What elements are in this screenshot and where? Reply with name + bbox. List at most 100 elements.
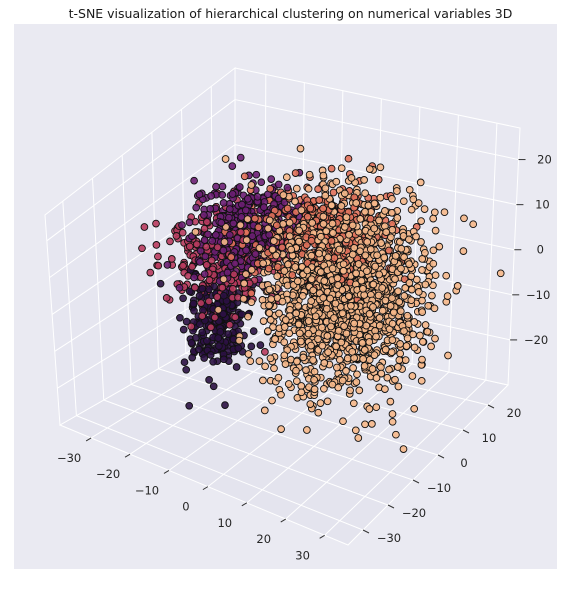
data-point-series-4 [365, 338, 374, 346]
data-point-series-3 [273, 263, 282, 271]
data-point-series-4 [352, 199, 361, 207]
data-point-series-1 [267, 175, 276, 183]
data-point-series-4 [395, 356, 404, 364]
data-point-series-0 [219, 310, 228, 318]
data-point-series-4 [421, 280, 430, 289]
data-point-series-1 [206, 204, 215, 213]
tick-mark [437, 454, 445, 459]
data-point-series-4 [309, 286, 318, 295]
data-point-series-1 [217, 218, 226, 227]
data-point-series-1 [228, 162, 237, 170]
data-point-series-2 [191, 283, 199, 292]
data-point-series-3 [264, 264, 273, 273]
data-point-series-4 [296, 144, 305, 153]
data-point-series-4 [269, 237, 278, 245]
data-point-series-4 [360, 176, 368, 184]
data-point-series-4 [279, 191, 288, 199]
data-point-series-0 [182, 365, 191, 374]
data-point-series-0 [200, 354, 209, 362]
data-point-series-4 [460, 214, 468, 223]
x-tick-label: −10 [135, 483, 159, 497]
data-point-series-2 [138, 244, 146, 253]
data-point-series-0 [206, 351, 215, 359]
z-tick-label: −10 [526, 288, 550, 302]
data-point-series-4 [382, 228, 391, 236]
data-point-series-4 [286, 305, 294, 314]
data-point-series-4 [309, 356, 317, 364]
tick-mark [319, 534, 325, 539]
data-point-series-4 [337, 164, 346, 173]
data-point-series-1 [218, 182, 227, 191]
data-point-series-2 [166, 237, 174, 246]
data-point-series-2 [197, 299, 205, 307]
data-point-series-1 [236, 153, 245, 162]
data-point-series-4 [268, 396, 276, 405]
data-point-series-3 [251, 214, 259, 223]
x-tick-label: 30 [295, 548, 310, 562]
data-point-series-4 [427, 342, 435, 351]
data-point-series-4 [428, 291, 436, 300]
data-point-series-4 [360, 362, 369, 370]
data-point-series-4 [360, 346, 369, 354]
x-tick-label: 0 [182, 500, 189, 514]
data-point-series-4 [259, 317, 268, 325]
data-point-series-4 [351, 426, 360, 435]
data-point-series-3 [366, 214, 375, 223]
data-point-series-0 [195, 291, 204, 300]
data-point-series-4 [407, 272, 416, 281]
data-point-series-4 [430, 304, 439, 313]
data-point-series-4 [365, 405, 374, 413]
tick-mark [124, 453, 131, 458]
data-point-series-3 [319, 204, 327, 213]
data-point-series-2 [140, 223, 149, 231]
data-point-series-4 [277, 390, 285, 399]
tick-mark [202, 486, 209, 491]
data-point-series-1 [219, 246, 228, 255]
data-point-series-4 [361, 189, 369, 198]
data-point-series-4 [334, 281, 342, 289]
data-point-series-4 [239, 294, 248, 303]
data-point-series-3 [240, 172, 249, 181]
tick-mark [280, 518, 286, 523]
data-point-series-1 [201, 252, 210, 261]
y-tick-label: −30 [377, 531, 401, 545]
data-point-series-3 [266, 184, 275, 193]
data-point-series-4 [391, 275, 399, 283]
data-point-series-4 [338, 376, 347, 385]
data-point-series-4 [299, 353, 308, 362]
data-point-series-1 [192, 203, 201, 212]
data-point-series-4 [285, 329, 294, 338]
data-point-series-4 [310, 385, 319, 394]
grid-y-wall [151, 132, 159, 369]
data-point-series-4 [388, 410, 397, 418]
data-point-series-0 [232, 363, 241, 371]
z-tick-label: 20 [537, 153, 552, 167]
data-point-series-4 [365, 165, 374, 173]
data-point-series-4 [255, 244, 264, 252]
data-point-series-4 [292, 309, 301, 318]
data-point-series-4 [381, 207, 389, 215]
data-point-series-3 [327, 164, 336, 173]
data-point-series-4 [329, 229, 337, 237]
data-point-series-1 [190, 176, 198, 185]
data-point-series-1 [185, 218, 194, 227]
data-point-series-1 [274, 180, 283, 189]
data-point-series-4 [453, 282, 462, 290]
data-point-series-4 [332, 342, 340, 351]
data-point-series-3 [307, 236, 316, 245]
data-point-series-4 [259, 259, 267, 268]
data-point-series-0 [247, 342, 256, 351]
data-point-series-4 [348, 221, 357, 230]
axis-ticks: −30−20−100102030−30−20−1001020−20−100102… [57, 153, 552, 563]
data-point-series-3 [374, 175, 383, 184]
data-point-series-0 [190, 306, 198, 315]
data-point-series-4 [417, 376, 426, 385]
data-point-series-4 [297, 388, 306, 397]
data-point-series-4 [324, 348, 332, 357]
data-point-series-2 [179, 261, 187, 270]
data-point-series-4 [326, 294, 334, 303]
data-point-series-0 [188, 353, 197, 362]
data-point-series-1 [200, 211, 208, 219]
data-point-series-0 [203, 336, 211, 345]
data-point-series-4 [410, 404, 419, 413]
